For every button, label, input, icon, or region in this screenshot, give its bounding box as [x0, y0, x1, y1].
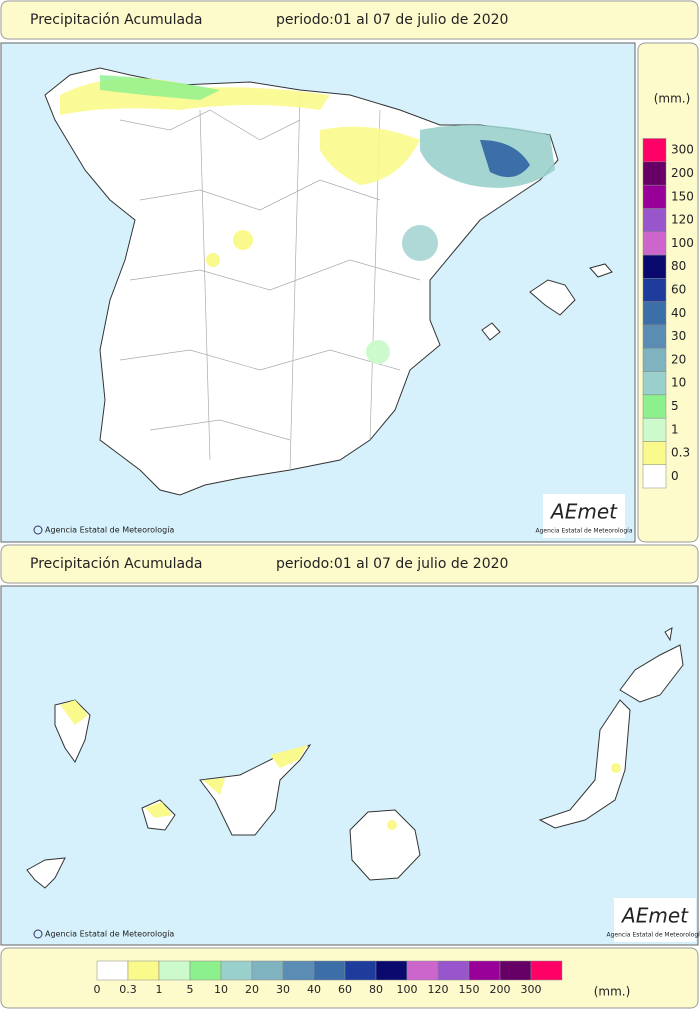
- legend-label: 150: [459, 983, 480, 996]
- legend-swatch: [376, 961, 407, 980]
- legend-swatch: [643, 395, 666, 418]
- legend-swatch: [190, 961, 221, 980]
- legend-label: 200: [490, 983, 511, 996]
- legend-label: 120: [671, 213, 694, 227]
- legend-label: 30: [671, 329, 686, 343]
- legend-swatch: [643, 441, 666, 464]
- legend-label: 150: [671, 189, 694, 203]
- legend-label: 200: [671, 166, 694, 180]
- legend-swatch: [643, 325, 666, 348]
- legend-swatch: [407, 961, 438, 980]
- legend-label: 40: [307, 983, 321, 996]
- legend-swatch: [469, 961, 500, 980]
- legend-label: 80: [369, 983, 383, 996]
- legend-unit: (mm.): [654, 92, 691, 106]
- legend-swatch: [643, 208, 666, 231]
- legend-swatch: [252, 961, 283, 980]
- logo: AEmet: [549, 500, 618, 524]
- legend-label: 20: [245, 983, 259, 996]
- legend-label: 100: [671, 236, 694, 250]
- logo-subtitle: Agencia Estatal de Meteorología: [536, 528, 633, 535]
- legend-label: 0: [94, 983, 101, 996]
- period: periodo:01 al 07 de julio de 2020: [276, 12, 508, 28]
- legend-swatch: [531, 961, 562, 980]
- legend-swatch: [643, 162, 666, 185]
- logo-subtitle: Agencia Estatal de Meteorología: [607, 932, 700, 939]
- legend-swatch: [643, 278, 666, 301]
- legend-swatch: [643, 185, 666, 208]
- legend-swatch: [643, 232, 666, 255]
- copyright: Agencia Estatal de Meteorología: [45, 526, 174, 535]
- legend-label: 20: [671, 352, 686, 366]
- legend-swatch: [643, 418, 666, 441]
- legend-label: 1: [156, 983, 163, 996]
- legend-label: 100: [397, 983, 418, 996]
- legend-label: 5: [187, 983, 194, 996]
- legend-label: 30: [276, 983, 290, 996]
- legend-swatch: [643, 302, 666, 325]
- legend-swatch: [643, 139, 666, 162]
- legend-label: 0.3: [119, 983, 137, 996]
- legend-swatch: [438, 961, 469, 980]
- copyright: Agencia Estatal de Meteorología: [45, 930, 174, 939]
- legend-label: 80: [671, 259, 686, 273]
- legend-swatch: [314, 961, 345, 980]
- period: periodo:01 al 07 de julio de 2020: [276, 556, 508, 572]
- legend-unit: (mm.): [594, 985, 631, 999]
- legend-swatch: [283, 961, 314, 980]
- legend-swatch: [345, 961, 376, 980]
- legend-swatch: [643, 255, 666, 278]
- legend-label: 0.3: [671, 446, 690, 460]
- title: Precipitación Acumulada: [30, 12, 203, 28]
- legend-swatch: [500, 961, 531, 980]
- title: Precipitación Acumulada: [30, 556, 203, 572]
- legend-swatch: [97, 961, 128, 980]
- legend-label: 300: [671, 143, 694, 157]
- legend-label: 1: [671, 422, 679, 436]
- legend-label: 300: [521, 983, 542, 996]
- legend-swatch: [128, 961, 159, 980]
- legend-swatch: [643, 372, 666, 395]
- legend-label: 0: [671, 469, 679, 483]
- legend-swatch: [221, 961, 252, 980]
- legend-label: 40: [671, 306, 686, 320]
- logo: AEmet: [620, 904, 689, 928]
- legend-swatch: [643, 348, 666, 371]
- legend-swatch: [159, 961, 190, 980]
- legend-label: 5: [671, 399, 679, 413]
- legend-swatch: [643, 465, 666, 488]
- legend-label: 10: [671, 376, 686, 390]
- legend-label: 120: [428, 983, 449, 996]
- legend-label: 10: [214, 983, 228, 996]
- legend-label: 60: [338, 983, 352, 996]
- map-sea: [1, 586, 698, 945]
- legend-label: 60: [671, 282, 686, 296]
